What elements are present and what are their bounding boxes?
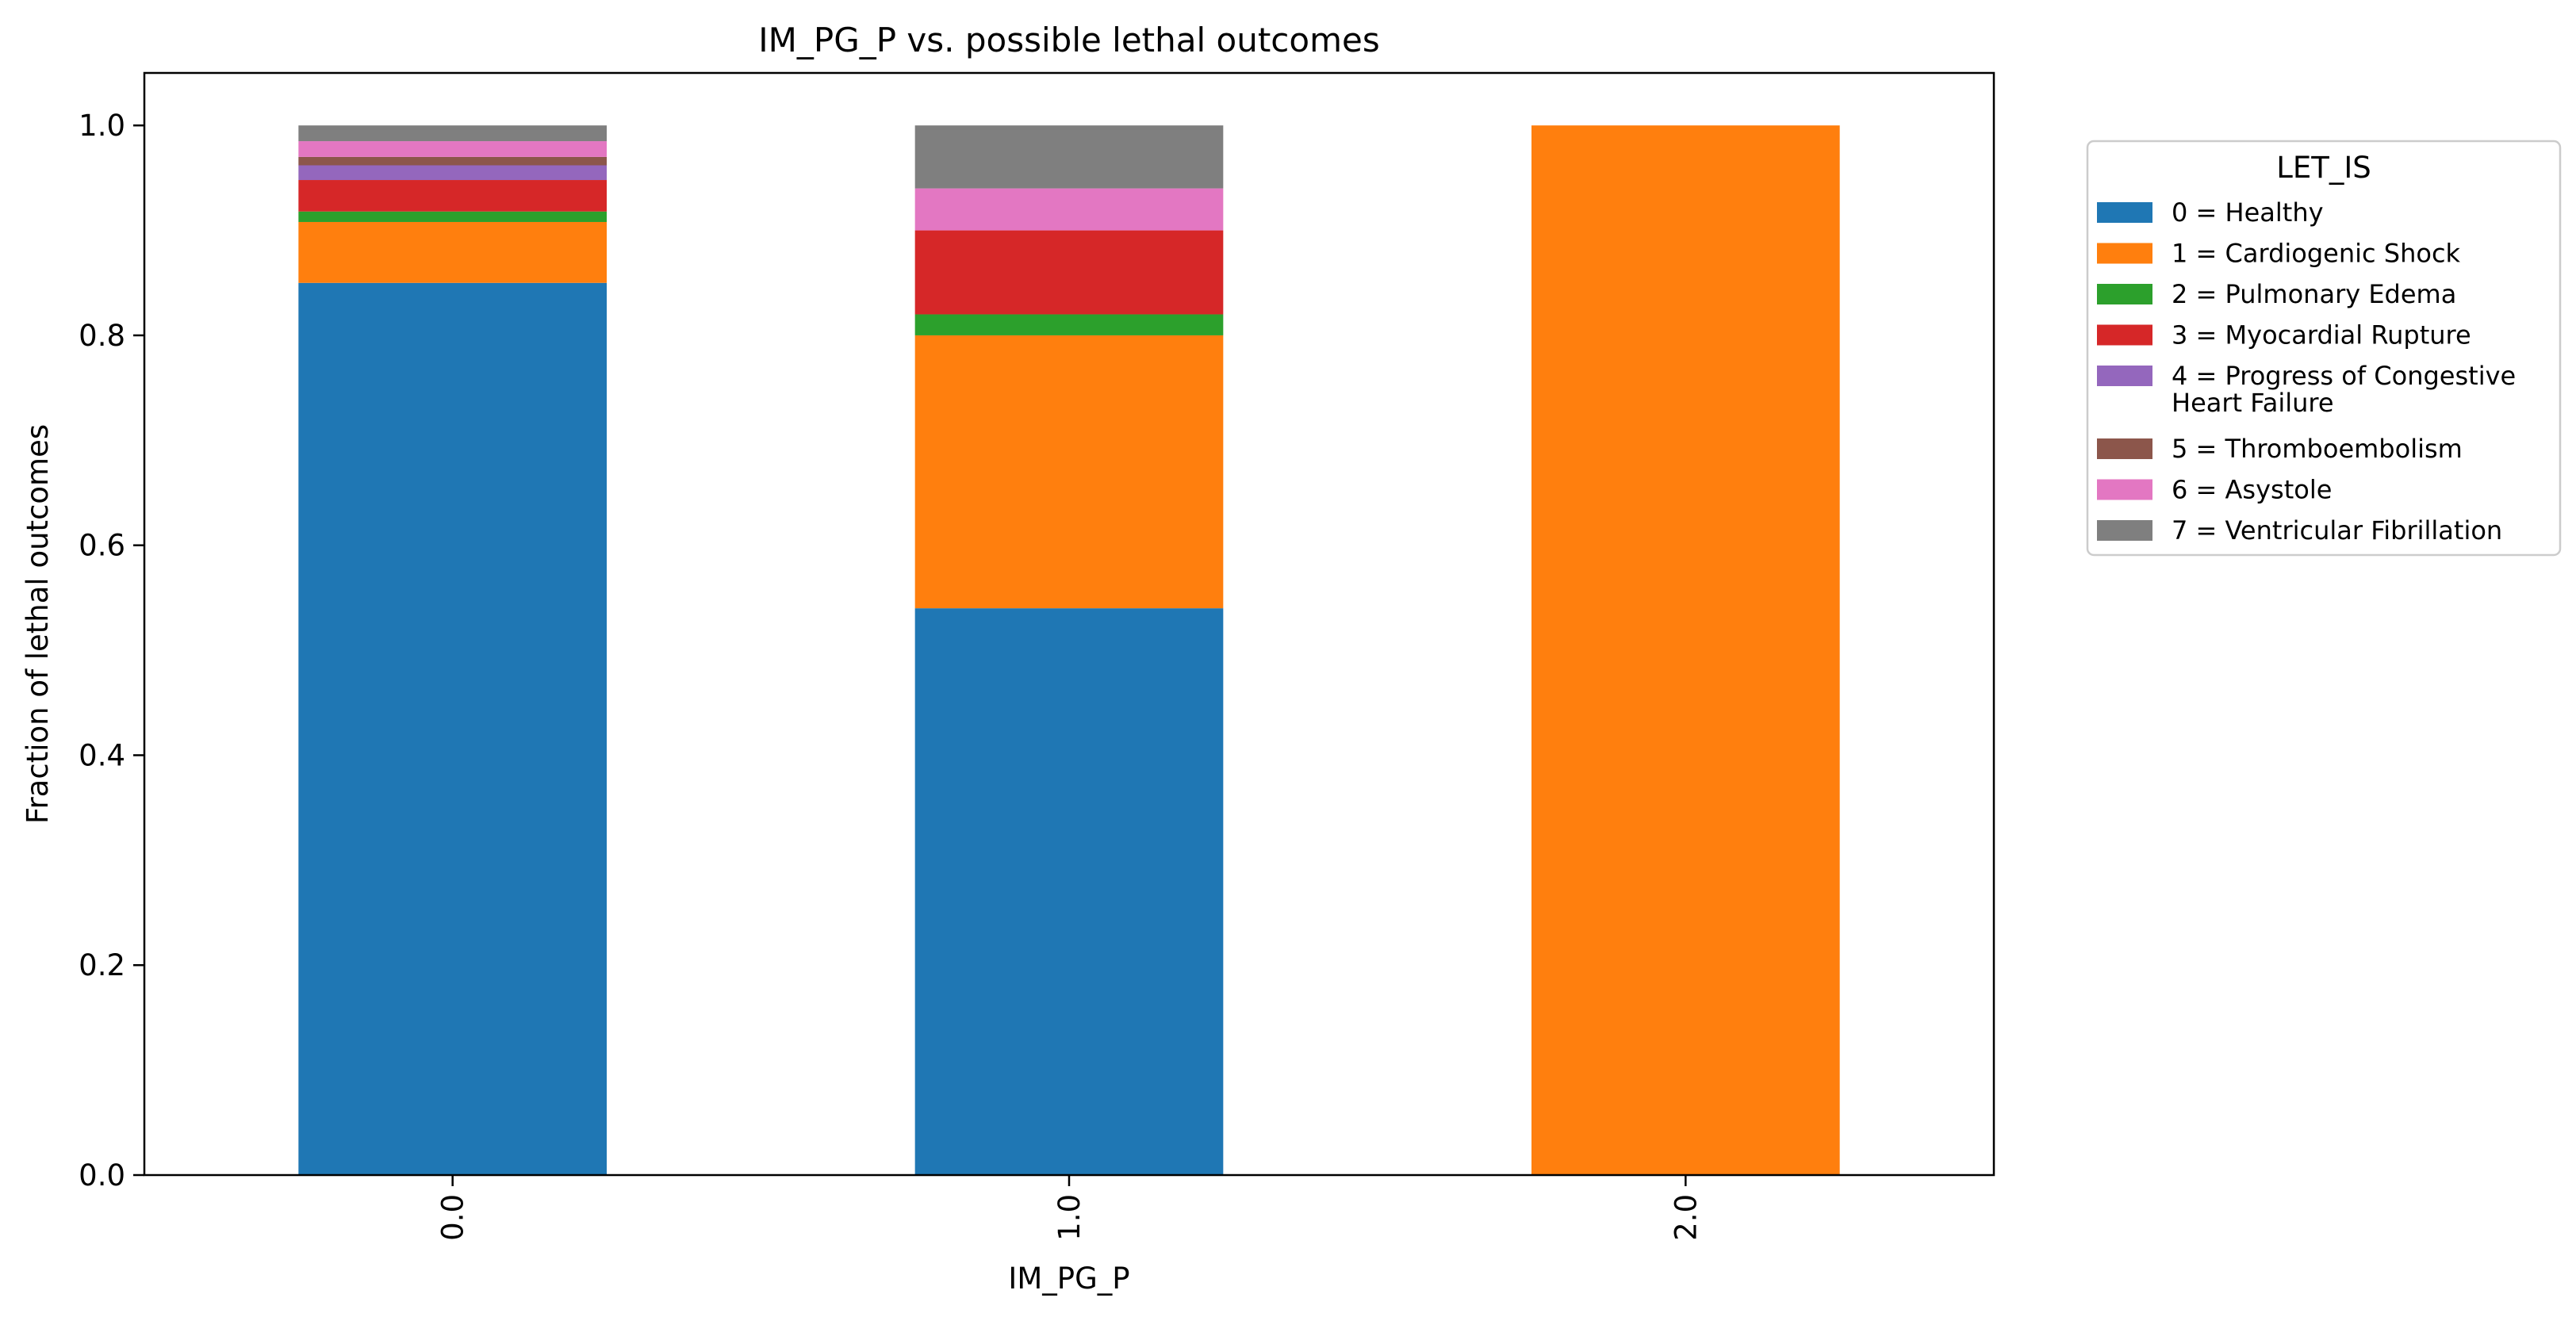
- bar-segment: [298, 211, 607, 222]
- y-axis: 0.0 0.2 0.4 0.6 0.8 1.0: [79, 109, 144, 1193]
- y-tick-label: 1.0: [79, 109, 125, 143]
- y-tick-label: 0.2: [79, 948, 125, 982]
- x-tick-label: 1.0: [1052, 1194, 1087, 1241]
- y-tick-label: 0.8: [79, 319, 125, 353]
- legend-label: 0 = Healthy: [2172, 197, 2324, 228]
- bar-segment: [914, 314, 1224, 335]
- legend-swatch: [2097, 479, 2152, 500]
- legend-swatch: [2097, 202, 2152, 223]
- bar-segment: [914, 125, 1224, 189]
- legend-label: 3 = Myocardial Rupture: [2172, 320, 2471, 350]
- bar-segment: [298, 221, 607, 283]
- bars-group: [298, 125, 1840, 1176]
- y-tick-label: 0.6: [79, 529, 125, 563]
- bar-segment: [1531, 125, 1840, 1176]
- bar-segment: [914, 230, 1224, 315]
- bar-segment: [298, 156, 607, 166]
- chart-title: IM_PG_P vs. possible lethal outcomes: [758, 21, 1379, 59]
- legend-items: 0 = Healthy 1 = Cardiogenic Shock 2 = Pulm…: [2097, 197, 2516, 546]
- bar-segment: [298, 141, 607, 157]
- legend-title: LET_IS: [2276, 151, 2371, 185]
- x-axis-label: IM_PG_P: [1008, 1261, 1129, 1296]
- legend-swatch: [2097, 438, 2152, 459]
- x-tick-label: 2.0: [1669, 1194, 1703, 1241]
- legend-label-continued: Heart Failure: [2172, 388, 2334, 418]
- bar-segment: [298, 282, 607, 1175]
- legend: LET_IS 0 = Healthy 1 = Cardiogenic Shock 2…: [2086, 140, 2562, 557]
- x-tick-label: 0.0: [436, 1194, 470, 1241]
- legend-swatch: [2097, 324, 2152, 346]
- legend-label: 2 = Pulmonary Edema: [2172, 279, 2456, 309]
- bar-segment: [914, 335, 1224, 609]
- legend-label: 5 = Thromboembolism: [2172, 434, 2463, 464]
- bar-segment: [298, 165, 607, 181]
- bar-segment: [914, 188, 1224, 231]
- bar-segment: [298, 125, 607, 142]
- legend-label: 4 = Progress of Congestive: [2172, 361, 2516, 391]
- y-axis-label: Fraction of lethal outcomes: [21, 424, 55, 824]
- legend-swatch: [2097, 366, 2152, 386]
- y-tick-label: 0.0: [79, 1158, 125, 1193]
- bar-segment: [914, 608, 1224, 1175]
- legend-label: 6 = Asystole: [2172, 475, 2332, 505]
- legend-swatch: [2097, 284, 2152, 304]
- legend-label: 1 = Cardiogenic Shock: [2172, 239, 2461, 269]
- legend-swatch: [2097, 243, 2152, 264]
- legend-label: 7 = Ventricular Fibrillation: [2172, 515, 2502, 546]
- x-axis: 0.0 1.0 2.0: [436, 1175, 1703, 1241]
- legend-frame: [2086, 140, 2562, 557]
- bar-segment: [298, 180, 607, 212]
- y-tick-label: 0.4: [79, 738, 125, 772]
- legend-swatch: [2097, 520, 2152, 541]
